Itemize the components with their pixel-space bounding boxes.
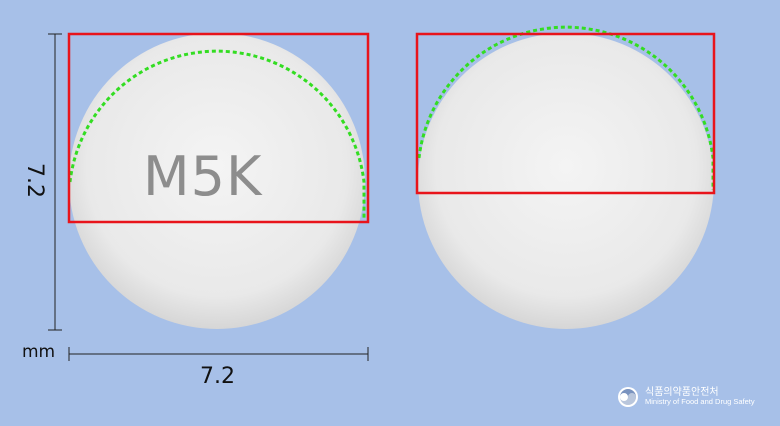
contour-back (417, 25, 715, 190)
taegeuk-emblem-icon (618, 387, 638, 407)
pill-back (418, 33, 714, 329)
mfds-logo: 식품의약품안전처 Ministry of Food and Drug Safet… (617, 386, 755, 408)
contour-front (68, 49, 366, 218)
dimension-line-vertical (48, 33, 62, 331)
pill-imprint-text: M5K (143, 145, 263, 208)
bounding-box-front (67, 32, 370, 224)
logo-korean-name: 식품의약품안전처 (645, 386, 719, 398)
bounding-box-back (415, 32, 716, 195)
unit-label: mm (22, 342, 56, 362)
height-dimension-label: 7.2 (22, 163, 47, 198)
width-dimension-label: 7.2 (200, 364, 235, 389)
pill-front (69, 33, 365, 329)
dimension-line-horizontal (68, 347, 369, 361)
logo-english-name: Ministry of Food and Drug Safety (645, 397, 755, 407)
